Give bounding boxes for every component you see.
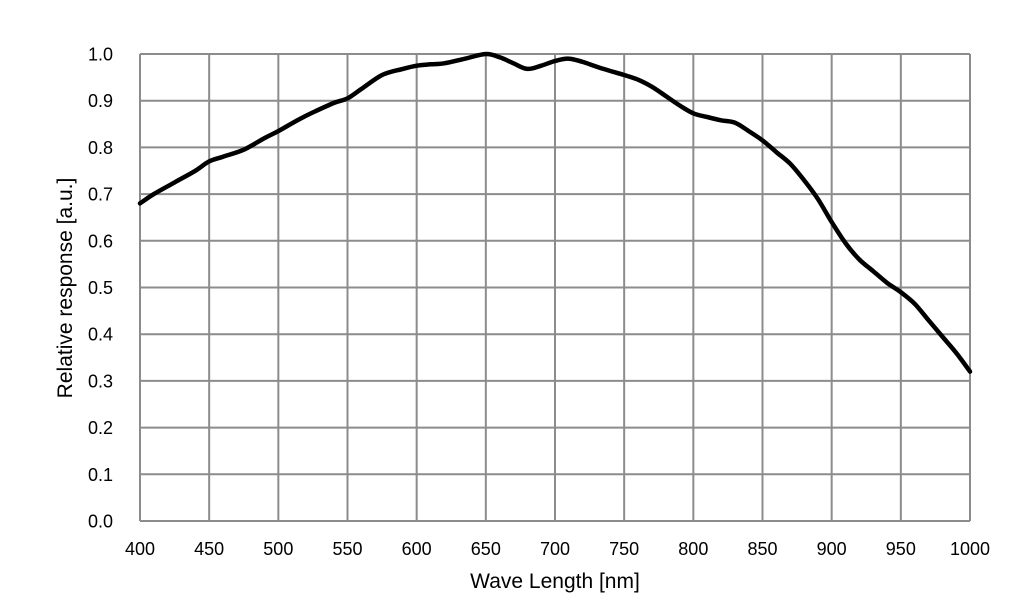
x-tick-label: 750 xyxy=(609,539,639,559)
y-tick-label: 0.3 xyxy=(88,371,113,391)
x-tick-label: 800 xyxy=(678,539,708,559)
response-curve xyxy=(137,51,973,374)
x-tick-label: 600 xyxy=(402,539,432,559)
y-tick-label: 0.8 xyxy=(88,138,113,158)
x-tick-label: 850 xyxy=(747,539,777,559)
y-tick-label: 1.0 xyxy=(88,45,113,65)
x-tick-label: 900 xyxy=(817,539,847,559)
gridlines xyxy=(139,53,971,522)
y-tick-label: 0.9 xyxy=(88,91,113,111)
y-tick-label: 0.2 xyxy=(88,418,113,438)
x-tick-label: 550 xyxy=(332,539,362,559)
y-axis-ticks: 0.0 0.1 0.2 0.3 0.4 0.5 0.6 0.7 0.8 0.9 1.0 xyxy=(88,45,113,532)
x-tick-label: 450 xyxy=(194,539,224,559)
x-tick-label: 500 xyxy=(263,539,293,559)
x-tick-label: 1000 xyxy=(950,539,990,559)
y-tick-label: 0.5 xyxy=(88,278,113,298)
x-axis-title: Wave Length [nm] xyxy=(470,570,640,593)
x-tick-label: 700 xyxy=(540,539,570,559)
y-tick-label: 0.7 xyxy=(88,185,113,205)
y-tick-label: 0.0 xyxy=(88,512,113,532)
y-axis-title: Relative response [a.u.] xyxy=(54,178,77,399)
x-tick-label: 950 xyxy=(886,539,916,559)
y-tick-label: 0.6 xyxy=(88,231,113,251)
y-tick-label: 0.4 xyxy=(88,325,113,345)
y-tick-label: 0.1 xyxy=(88,465,113,485)
x-tick-label: 650 xyxy=(471,539,501,559)
x-axis-ticks: 400 450 500 550 600 650 700 750 800 850 900 950 1000 xyxy=(125,539,990,559)
x-tick-label: 400 xyxy=(125,539,155,559)
